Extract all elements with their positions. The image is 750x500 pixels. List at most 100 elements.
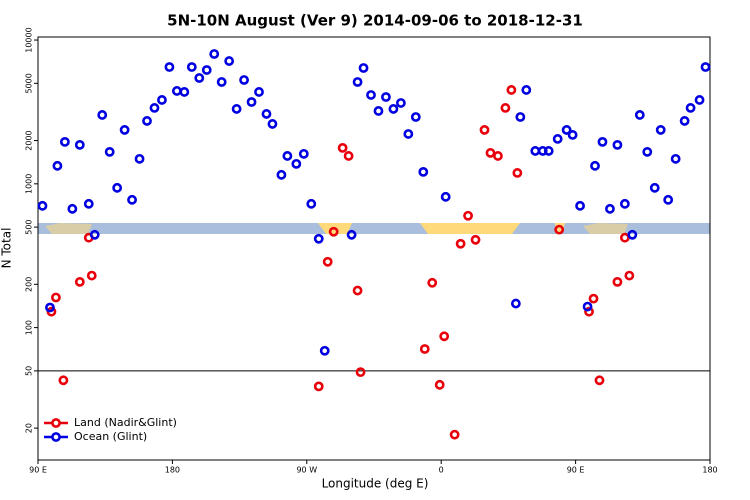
point [515,112,526,122]
point [74,139,85,150]
point [313,381,324,392]
point [512,168,523,178]
y-tick-label: 5000 [25,73,34,93]
point [500,103,511,113]
point [74,276,85,287]
point [612,276,623,287]
point [306,198,317,209]
x-tick-label: 180 [702,465,717,474]
point [142,116,152,126]
point [261,109,272,119]
point [355,367,366,378]
point [552,134,563,144]
point [485,148,496,158]
point [679,116,690,126]
point [627,229,638,240]
point [343,151,354,161]
legend-label: Land (Nadir&Glint) [74,416,177,429]
point [322,256,333,267]
x-tick-label: 0 [439,465,444,474]
point [590,160,600,171]
land-shape [45,223,92,234]
point [157,95,167,105]
point [59,137,70,147]
point [352,285,363,296]
y-tick-label: 2000 [25,130,34,150]
point [521,85,532,95]
point [194,73,205,83]
y-tick-label: 20 [25,423,34,433]
point [685,103,696,113]
point [254,87,264,97]
point [112,182,123,193]
point [337,142,348,153]
y-tick-label: 50 [25,366,34,376]
point [381,92,391,102]
point [649,182,660,193]
point [634,110,645,120]
point [594,375,605,386]
point [440,191,451,202]
point [624,270,635,281]
point [694,95,705,105]
point [597,137,608,147]
point [530,146,541,156]
point [554,224,565,235]
point [89,229,100,240]
point [276,169,287,180]
legend-marker [51,432,61,442]
y-tick-label: 500 [25,219,34,234]
point [419,344,430,354]
point [427,277,438,288]
land-shape [420,223,520,234]
point [439,331,450,342]
point [582,301,593,312]
point [104,146,115,157]
point [373,106,384,116]
y-tick-label: 1000 [25,174,34,194]
point [58,375,69,386]
point [86,270,97,281]
point [67,203,78,214]
point [298,148,309,159]
point [543,146,554,156]
point [224,56,235,66]
legend-label: Ocean (Glint) [74,430,147,443]
point [584,306,594,317]
point [179,87,190,97]
point [164,62,175,72]
point [134,153,145,164]
x-tick-label: 90 E [567,465,585,474]
x-tick-label: 90 E [29,465,47,474]
point [171,86,182,96]
point [588,293,599,304]
point [418,166,429,177]
map-strip [38,223,710,234]
point [231,104,242,114]
point [455,238,466,249]
point [479,125,490,135]
point [201,65,212,75]
plot-frame [37,36,711,461]
point [45,302,55,313]
point [366,90,376,100]
point [267,119,278,129]
point [510,298,521,309]
point [97,110,108,120]
point [313,233,324,244]
point [328,226,339,237]
point [612,139,623,150]
y-tick-label: 100 [25,320,34,335]
point [670,153,681,164]
point [449,429,460,440]
point [37,200,48,211]
y-axis-label: N Total [0,228,14,269]
point [127,194,137,205]
point [352,77,363,87]
point [403,129,414,139]
point [642,146,653,157]
point [506,85,517,95]
point [246,97,257,107]
point [52,160,63,171]
